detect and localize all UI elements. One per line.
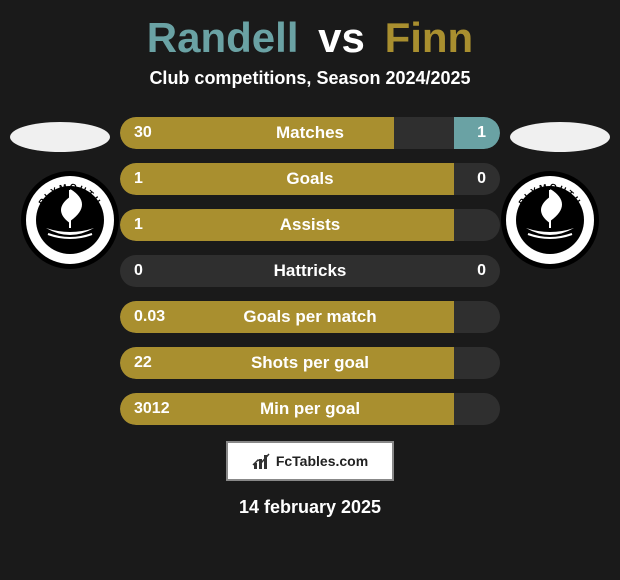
stat-label: Matches	[120, 117, 500, 149]
stat-value-right: 0	[477, 163, 486, 195]
comparison-card: Randell vs Finn Club competitions, Seaso…	[0, 0, 620, 580]
stats-bars: 30Matches11Goals01Assists0Hattricks00.03…	[120, 117, 500, 425]
stat-row: 0.03Goals per match	[120, 301, 500, 333]
brand-box[interactable]: FcTables.com	[226, 441, 394, 481]
chart-icon	[252, 451, 272, 471]
date-label: 14 february 2025	[0, 497, 620, 518]
vs-label: vs	[318, 14, 365, 61]
stat-row: 3012Min per goal	[120, 393, 500, 425]
stat-label: Min per goal	[120, 393, 500, 425]
stat-row: 1Assists	[120, 209, 500, 241]
stat-label: Goals	[120, 163, 500, 195]
stat-row: 0Hattricks0	[120, 255, 500, 287]
club-logo-right: PLYMOUTH	[500, 170, 600, 270]
stat-value-right: 0	[477, 255, 486, 287]
stat-label: Goals per match	[120, 301, 500, 333]
stat-row: 1Goals0	[120, 163, 500, 195]
subtitle: Club competitions, Season 2024/2025	[0, 68, 620, 89]
brand-text: FcTables.com	[276, 453, 368, 469]
stat-label: Hattricks	[120, 255, 500, 287]
player2-name: Finn	[385, 14, 474, 61]
stat-label: Assists	[120, 209, 500, 241]
stat-value-right: 1	[477, 117, 486, 149]
stat-label: Shots per goal	[120, 347, 500, 379]
left-ellipse	[10, 122, 110, 152]
stat-row: 30Matches1	[120, 117, 500, 149]
club-logo-left: PLYMOUTH	[20, 170, 120, 270]
right-ellipse	[510, 122, 610, 152]
page-title: Randell vs Finn	[0, 14, 620, 62]
player1-name: Randell	[147, 14, 299, 61]
stat-row: 22Shots per goal	[120, 347, 500, 379]
